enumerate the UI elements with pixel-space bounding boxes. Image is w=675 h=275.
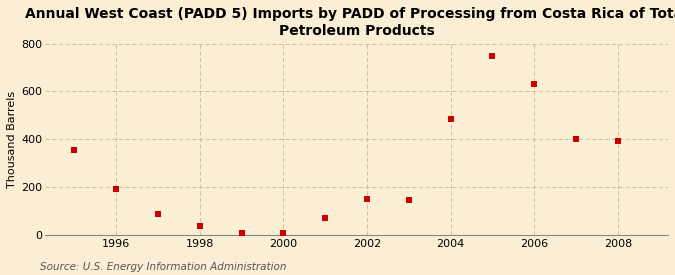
Point [194,223,205,228]
Point [362,197,373,202]
Point [570,137,581,141]
Title: Annual West Coast (PADD 5) Imports by PADD of Processing from Costa Rica of Tota: Annual West Coast (PADD 5) Imports by PA… [25,7,675,38]
Point [320,216,331,221]
Point [111,187,122,191]
Point [278,231,289,236]
Y-axis label: Thousand Barrels: Thousand Barrels [7,90,17,188]
Point [487,53,498,58]
Point [236,230,247,235]
Point [612,139,623,144]
Point [446,117,456,121]
Point [404,198,414,203]
Point [69,148,80,152]
Point [153,212,163,216]
Point [529,81,539,86]
Text: Source: U.S. Energy Information Administration: Source: U.S. Energy Information Administ… [40,262,287,272]
